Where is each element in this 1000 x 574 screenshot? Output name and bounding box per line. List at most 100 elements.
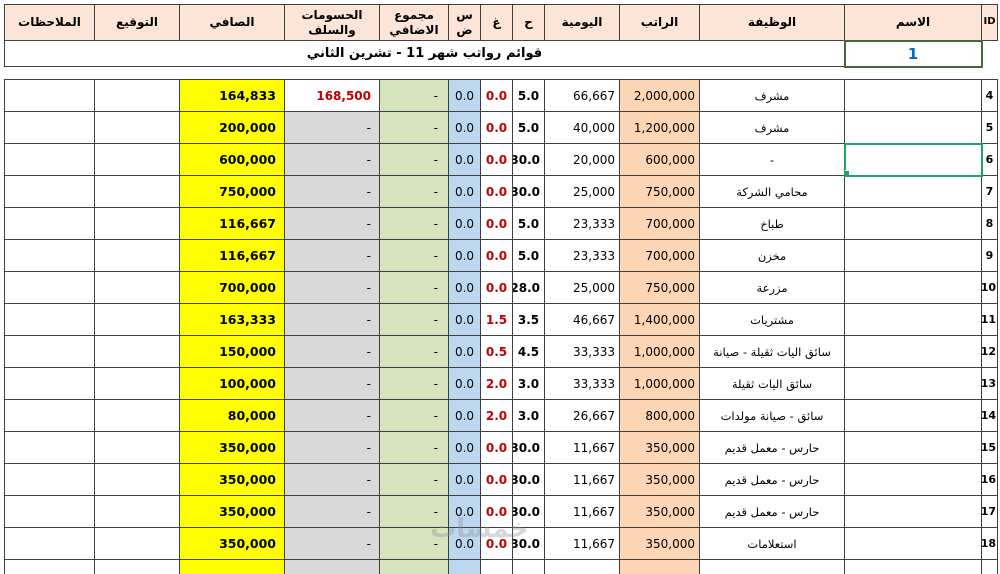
cell-daily[interactable]: 20,000	[544, 143, 620, 176]
cell-name[interactable]	[844, 303, 982, 336]
cell-overtime[interactable]: -	[379, 367, 449, 400]
cell-daily[interactable]: 33,333	[544, 367, 620, 400]
cell-job[interactable]: استعلامات	[699, 527, 845, 560]
cell-sd[interactable]: 0.0	[448, 175, 481, 208]
cell-sd[interactable]: 0.0	[448, 111, 481, 144]
cell-deductions[interactable]: -	[284, 207, 380, 240]
cell-job[interactable]: مخزن	[699, 239, 845, 272]
cell-id[interactable]: 15	[981, 431, 998, 464]
cell-h[interactable]: 3.0	[512, 367, 545, 400]
cell-signature[interactable]	[94, 143, 180, 176]
cell-sd[interactable]: 0.0	[448, 495, 481, 528]
cell-notes[interactable]	[4, 527, 95, 560]
cell-name[interactable]	[844, 335, 982, 368]
cell-id[interactable]: 16	[981, 463, 998, 496]
cell-signature[interactable]	[94, 207, 180, 240]
cell-deductions[interactable]: -	[284, 271, 380, 304]
cell-daily[interactable]: 33,333	[544, 335, 620, 368]
cell-notes[interactable]	[4, 143, 95, 176]
cell-h[interactable]: 5.0	[512, 239, 545, 272]
cell-gh[interactable]: 0.0	[480, 527, 513, 560]
cell-gh[interactable]: 0.0	[480, 431, 513, 464]
cell-overtime[interactable]: -	[379, 143, 449, 176]
cell-deductions[interactable]: -	[284, 495, 380, 528]
cell-name[interactable]	[844, 271, 982, 304]
cell-notes[interactable]	[4, 335, 95, 368]
cell-deductions[interactable]: -	[284, 399, 380, 432]
cell-overtime[interactable]: -	[379, 271, 449, 304]
cell-overtime[interactable]: -	[379, 431, 449, 464]
cell-deductions[interactable]: -	[284, 111, 380, 144]
cell-notes[interactable]	[4, 367, 95, 400]
cell-name[interactable]	[844, 239, 982, 272]
cell-id[interactable]: 4	[981, 79, 998, 112]
cell-id[interactable]: 18	[981, 527, 998, 560]
cell-signature[interactable]	[94, 79, 180, 112]
cell-job[interactable]: مشرف	[699, 111, 845, 144]
col-header-sd[interactable]: س ض	[448, 4, 481, 41]
cell-name[interactable]	[844, 527, 982, 560]
cell-deductions[interactable]: -	[284, 335, 380, 368]
col-header-overtime[interactable]: مجموع الاضافي	[379, 4, 449, 41]
cell-name[interactable]	[844, 463, 982, 496]
cell-h[interactable]: 5.0	[512, 207, 545, 240]
cell-signature[interactable]	[94, 527, 180, 560]
cell-daily[interactable]: 11,667	[544, 463, 620, 496]
cell-net[interactable]: 350,000	[179, 527, 285, 560]
cell-h[interactable]: 5.0	[512, 111, 545, 144]
cell-signature[interactable]	[94, 399, 180, 432]
cell-name[interactable]	[844, 207, 982, 240]
cell-gh[interactable]: 0.0	[480, 143, 513, 176]
cell-sd[interactable]: 0.0	[448, 207, 481, 240]
cell-gh[interactable]: 0.0	[480, 463, 513, 496]
cell-net[interactable]: 116,667	[179, 207, 285, 240]
col-header-gh[interactable]: غ	[480, 4, 513, 41]
cell-id[interactable]: 8	[981, 207, 998, 240]
cell-overtime[interactable]: -	[379, 207, 449, 240]
cell-notes[interactable]	[4, 207, 95, 240]
cell-salary[interactable]: 800,000	[619, 399, 700, 432]
cell-overtime[interactable]: -	[379, 463, 449, 496]
cell-job[interactable]: طباخ	[699, 207, 845, 240]
cell-notes[interactable]	[4, 271, 95, 304]
cell-gh[interactable]	[480, 559, 513, 574]
cell-deductions[interactable]: -	[284, 431, 380, 464]
cell-sd[interactable]: 0.0	[448, 335, 481, 368]
cell-salary[interactable]: 2,000,000	[619, 79, 700, 112]
col-header-signature[interactable]: التوقيع	[94, 4, 180, 41]
col-header-job[interactable]: الوظيفة	[699, 4, 845, 41]
cell-sd[interactable]: 0.0	[448, 79, 481, 112]
cell-job[interactable]: حارس - معمل قديم	[699, 495, 845, 528]
cell-name[interactable]	[844, 175, 982, 208]
cell-gh[interactable]: 0.0	[480, 79, 513, 112]
cell-net[interactable]: 600,000	[179, 143, 285, 176]
cell-id[interactable]: 17	[981, 495, 998, 528]
cell-job[interactable]: مزرعة	[699, 271, 845, 304]
cell-id[interactable]: 6	[981, 143, 998, 176]
cell-h[interactable]	[512, 559, 545, 574]
cell-net[interactable]: 100,000	[179, 367, 285, 400]
col-header-notes[interactable]: الملاحظات	[4, 4, 95, 41]
cell-signature[interactable]	[94, 463, 180, 496]
cell-h[interactable]: 30.0	[512, 527, 545, 560]
cell-name[interactable]	[844, 495, 982, 528]
cell-signature[interactable]	[94, 111, 180, 144]
cell-salary[interactable]: 350,000	[619, 495, 700, 528]
cell-salary[interactable]: 350,000	[619, 431, 700, 464]
cell-net[interactable]: 350,000	[179, 463, 285, 496]
cell-gh[interactable]: 0.0	[480, 175, 513, 208]
cell-salary[interactable]: 1,000,000	[619, 367, 700, 400]
cell-net[interactable]: 200,000	[179, 111, 285, 144]
cell-job[interactable]	[699, 559, 845, 574]
cell-notes[interactable]	[4, 559, 95, 574]
cell-sd[interactable]: 0.0	[448, 239, 481, 272]
cell-salary[interactable]: 700,000	[619, 207, 700, 240]
cell-signature[interactable]	[94, 367, 180, 400]
cell-name[interactable]	[844, 559, 982, 574]
cell-h[interactable]: 30.0	[512, 463, 545, 496]
col-header-net[interactable]: الصافي	[179, 4, 285, 41]
cell-daily[interactable]: 23,333	[544, 239, 620, 272]
cell-salary[interactable]: 1,000,000	[619, 335, 700, 368]
cell-signature[interactable]	[94, 335, 180, 368]
cell-gh[interactable]: 0.0	[480, 111, 513, 144]
